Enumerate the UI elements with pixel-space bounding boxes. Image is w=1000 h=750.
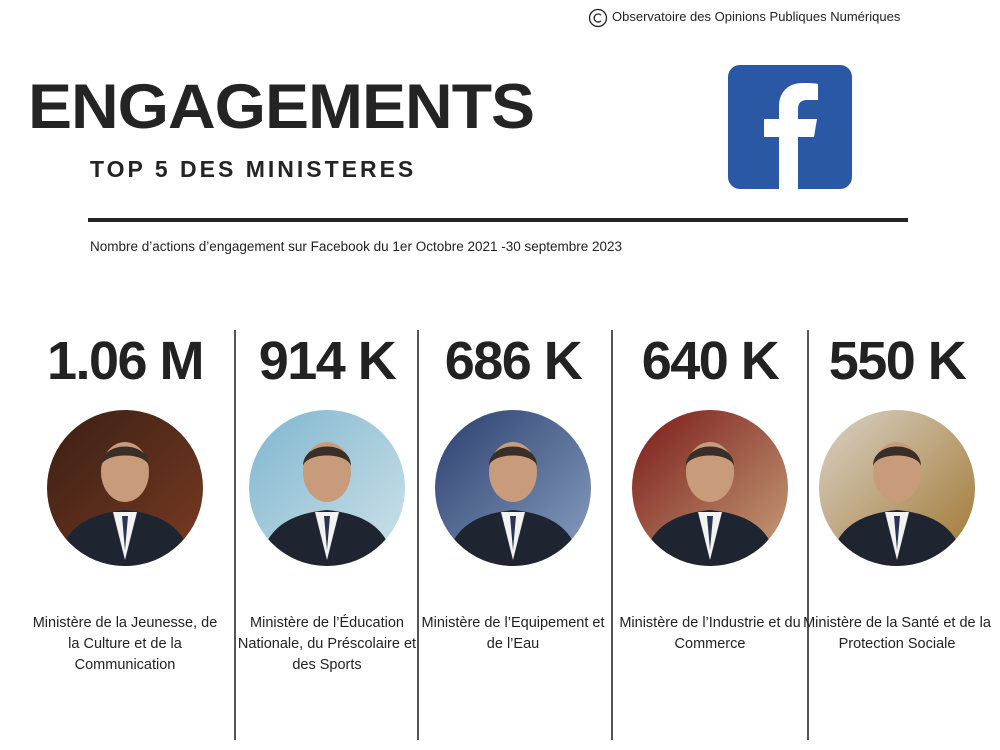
column-separator <box>234 330 236 740</box>
minister-photo <box>632 410 788 566</box>
minister-photo <box>819 410 975 566</box>
column-separator <box>611 330 613 740</box>
minister-photo <box>47 410 203 566</box>
column-separator <box>807 330 809 740</box>
source: Observatoire des Opinions Publiques Numé… <box>612 9 901 24</box>
copyright-icon <box>588 8 608 28</box>
engagement-value: 914 K <box>258 331 397 391</box>
minister-photo <box>249 410 405 566</box>
ministry-name: Ministère de la Jeunesse, de la Culture … <box>32 615 218 673</box>
subtitle: TOP 5 DES MINISTERES <box>90 156 417 182</box>
description: Nombre d’actions d’engagement sur Facebo… <box>90 239 623 254</box>
engagement-value: 686 K <box>444 331 583 391</box>
facebook-logo <box>728 65 852 189</box>
engagement-value: 550 K <box>828 331 967 391</box>
ministry-name: Ministère de la Santé et de la Protectio… <box>803 615 991 652</box>
ministry-name: Ministère de l’Éducation Nationale, du P… <box>237 615 417 673</box>
divider <box>88 218 908 222</box>
title: ENGAGEMENTS <box>28 70 535 142</box>
column-separator <box>417 330 419 740</box>
ministry-name: Ministère de l’Industrie et du Commerce <box>619 615 801 652</box>
engagement-value: 640 K <box>641 331 780 391</box>
ministry-name: Ministère de l’Equipement et de l’Eau <box>421 615 605 652</box>
minister-photo <box>435 410 591 566</box>
engagement-value: 1.06 M <box>46 331 205 391</box>
